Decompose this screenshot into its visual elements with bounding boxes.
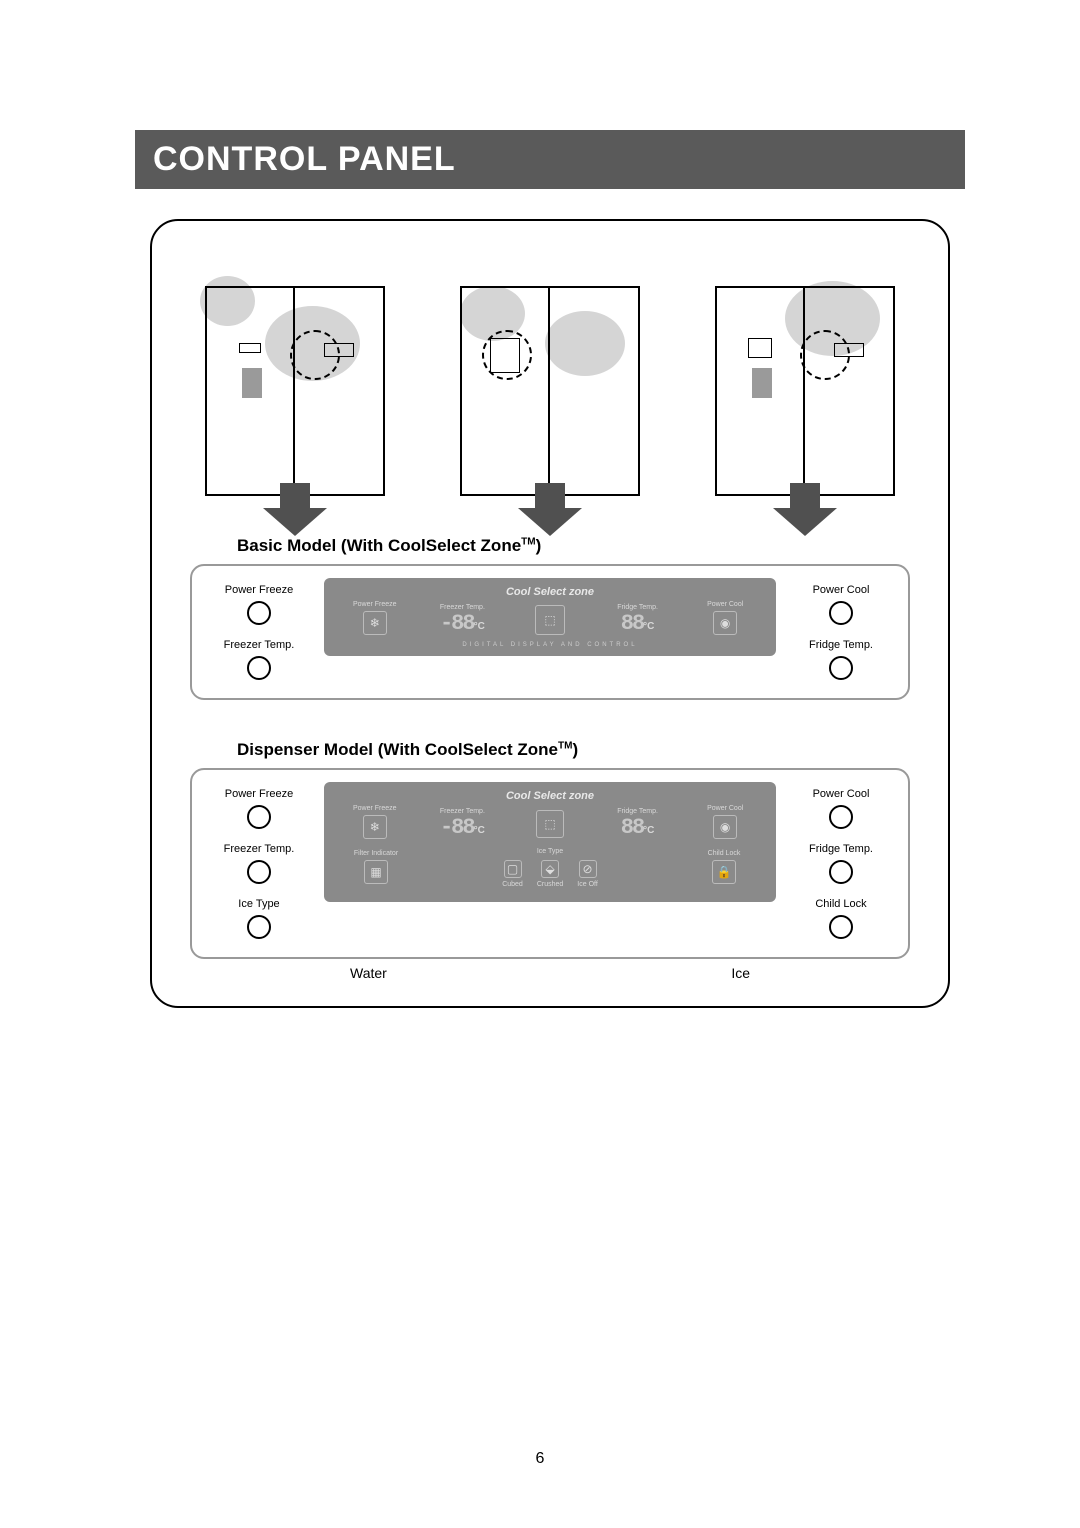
content-frame: Basic Model (With CoolSelect ZoneTM) Pow… [150,219,950,1008]
page-number: 6 [536,1450,545,1468]
dispenser-left-buttons: Power Freeze Freezer Temp. Ice Type [204,782,314,945]
fridge-diagram-2 [460,246,640,496]
dispenser-right-buttons: Power Cool Fridge Temp. Child Lock [786,782,896,945]
fan-icon: ◉ [713,815,737,839]
disp-freezer-temp: Freezer Temp. [422,604,504,611]
arrow-down-icon [263,483,327,536]
fridge-temp-label: Fridge Temp. [809,843,873,855]
disp-child-lock: Child Lock [682,850,766,857]
basic-left-buttons: Power Freeze Freezer Temp. [204,578,314,686]
dispenser-panel: Power Freeze Freezer Temp. Ice Type Cool… [190,768,910,959]
basic-panel: Power Freeze Freezer Temp. Cool Select z… [190,564,910,700]
water-ice-labels: Water Ice [350,965,750,981]
ice-off-icon: ⊘ [579,860,597,878]
fridge-diagram-3 [715,246,895,496]
ice-type-button[interactable] [247,915,271,939]
dispenser-display: Cool Select zone Power Freeze ❄ Freezer … [324,782,776,902]
power-cool-label: Power Cool [813,788,870,800]
fridge-temp-button[interactable] [829,860,853,884]
freezer-temp-button[interactable] [247,860,271,884]
freezer-temp-button[interactable] [247,656,271,680]
crushed-icon: ⬙ [541,860,559,878]
coolselect-icon: ⬚ [535,605,565,635]
child-lock-button[interactable] [829,915,853,939]
power-cool-button[interactable] [829,805,853,829]
power-cool-label: Power Cool [813,584,870,596]
snowflake-icon: ❄ [363,611,387,635]
power-cool-button[interactable] [829,601,853,625]
cubed-icon: ▢ [504,860,522,878]
display-footer: DIGITAL DISPLAY AND CONTROL [334,642,766,648]
ice-type-label: Ice Type [238,898,279,910]
snowflake-icon: ❄ [363,815,387,839]
lock-icon: 🔒 [712,860,736,884]
disp-power-cool: Power Cool [684,805,766,812]
fridge-temp-button[interactable] [829,656,853,680]
disp-freezer-temp: Freezer Temp. [422,808,504,815]
ice-label: Ice [731,965,750,981]
disp-fridge-temp: Fridge Temp. [597,604,679,611]
child-lock-label: Child Lock [815,898,866,910]
fridge-diagram-row [177,246,923,496]
dispenser-model-label: Dispenser Model (With CoolSelect ZoneTM) [237,740,923,760]
disp-fridge-temp: Fridge Temp. [597,808,679,815]
coolselect-icon: ⬚ [536,810,564,838]
power-freeze-button[interactable] [247,805,271,829]
manual-page: CONTROL PANEL [0,0,1080,1528]
disp-power-cool: Power Cool [684,601,766,608]
disp-ice-type: Ice Type [424,848,676,855]
basic-right-buttons: Power Cool Fridge Temp. [786,578,896,686]
arrow-down-icon [518,483,582,536]
freezer-temp-label: Freezer Temp. [224,843,295,855]
power-freeze-label: Power Freeze [225,788,293,800]
water-label: Water [350,965,387,981]
fan-icon: ◉ [713,611,737,635]
power-freeze-button[interactable] [247,601,271,625]
display-title: Cool Select zone [334,790,766,802]
power-freeze-label: Power Freeze [225,584,293,596]
page-title: CONTROL PANEL [135,130,965,189]
basic-display: Cool Select zone Power Freeze ❄ Freezer … [324,578,776,656]
disp-filter: Filter Indicator [334,850,418,857]
disp-power-freeze: Power Freeze [334,601,416,608]
fridge-temp-label: Fridge Temp. [809,639,873,651]
fridge-diagram-1 [205,246,385,496]
freezer-temp-label: Freezer Temp. [224,639,295,651]
display-title: Cool Select zone [334,586,766,598]
basic-model-label: Basic Model (With CoolSelect ZoneTM) [237,536,923,556]
filter-icon: ▦ [364,860,388,884]
arrow-down-icon [773,483,837,536]
disp-power-freeze: Power Freeze [334,805,416,812]
